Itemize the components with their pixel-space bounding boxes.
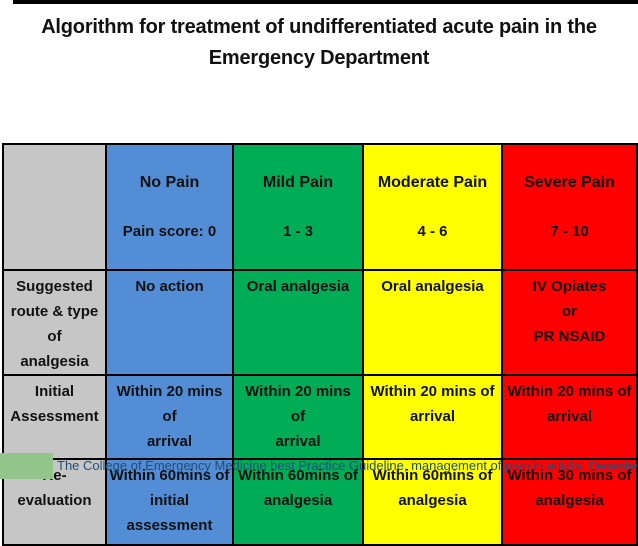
footer-green-accent-box — [0, 453, 53, 479]
footer-citation: The College of Emergency Medicine best P… — [57, 457, 638, 476]
header-moderate-pain-score: 4 - 6 — [417, 223, 448, 240]
table-row-analgesia-route: Suggested route & type of analgesia No a… — [2, 269, 638, 376]
cell-severe-pain-assessment: Within 20 mins of arrival — [501, 374, 638, 460]
header-mild-pain-title: Mild Pain — [262, 174, 334, 191]
header-severe-pain-score: 7 - 10 — [550, 223, 589, 240]
footer-citation-date: December 2014 — [588, 461, 638, 473]
header-severe-pain-title: Severe Pain — [524, 174, 615, 191]
footer-citation-text: The College of Emergency Medicine best P… — [57, 458, 586, 473]
row-label-analgesia-route: Suggested route & type of analgesia — [2, 269, 107, 376]
cell-no-pain-assessment: Within 20 mins of arrival — [105, 374, 234, 460]
table-row-initial-assessment: Initial Assessment Within 20 mins of arr… — [2, 374, 638, 460]
header-no-pain-score: Pain score: 0 — [122, 223, 217, 240]
header-cell-moderate-pain: Moderate Pain 4 - 6 — [362, 143, 503, 271]
page-title: Algorithm for treatment of undifferentia… — [41, 16, 597, 69]
cell-severe-pain-route: IV Opiates or PR NSAID — [501, 269, 638, 376]
pain-algorithm-table: No Pain Pain score: 0 Mild Pain 1 - 3 Mo… — [2, 143, 638, 546]
header-no-pain-title: No Pain — [139, 174, 200, 191]
row-label-initial-assessment: Initial Assessment — [2, 374, 107, 460]
header-mild-pain-score: 1 - 3 — [282, 223, 313, 240]
header-cell-severe-pain: Severe Pain 7 - 10 — [501, 143, 638, 271]
top-black-bar — [13, 0, 638, 4]
header-cell-mild-pain: Mild Pain 1 - 3 — [232, 143, 364, 271]
cell-mild-pain-assessment: Within 20 mins of arrival — [232, 374, 364, 460]
header-cell-no-pain: No Pain Pain score: 0 — [105, 143, 234, 271]
table-header-row: No Pain Pain score: 0 Mild Pain 1 - 3 Mo… — [2, 143, 638, 271]
cell-moderate-pain-route: Oral analgesia — [362, 269, 503, 376]
cell-mild-pain-route: Oral analgesia — [232, 269, 364, 376]
header-moderate-pain-title: Moderate Pain — [377, 174, 488, 191]
cell-moderate-pain-assessment: Within 20 mins of arrival — [362, 374, 503, 460]
slide-title-wrap: Algorithm for treatment of undifferentia… — [0, 12, 638, 74]
table-corner-cell — [2, 143, 107, 271]
cell-no-pain-route: No action — [105, 269, 234, 376]
